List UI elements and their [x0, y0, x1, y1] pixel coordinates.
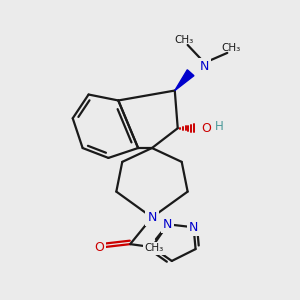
Text: N: N — [147, 211, 157, 224]
Text: CH₃: CH₃ — [222, 43, 241, 53]
Text: N: N — [189, 221, 198, 234]
Text: N: N — [163, 218, 172, 231]
Text: O: O — [94, 241, 104, 254]
Text: N: N — [200, 60, 209, 73]
Text: CH₃: CH₃ — [144, 243, 164, 253]
Polygon shape — [175, 70, 194, 91]
Text: O: O — [202, 122, 212, 135]
Text: CH₃: CH₃ — [174, 35, 193, 45]
Text: H: H — [215, 120, 224, 133]
